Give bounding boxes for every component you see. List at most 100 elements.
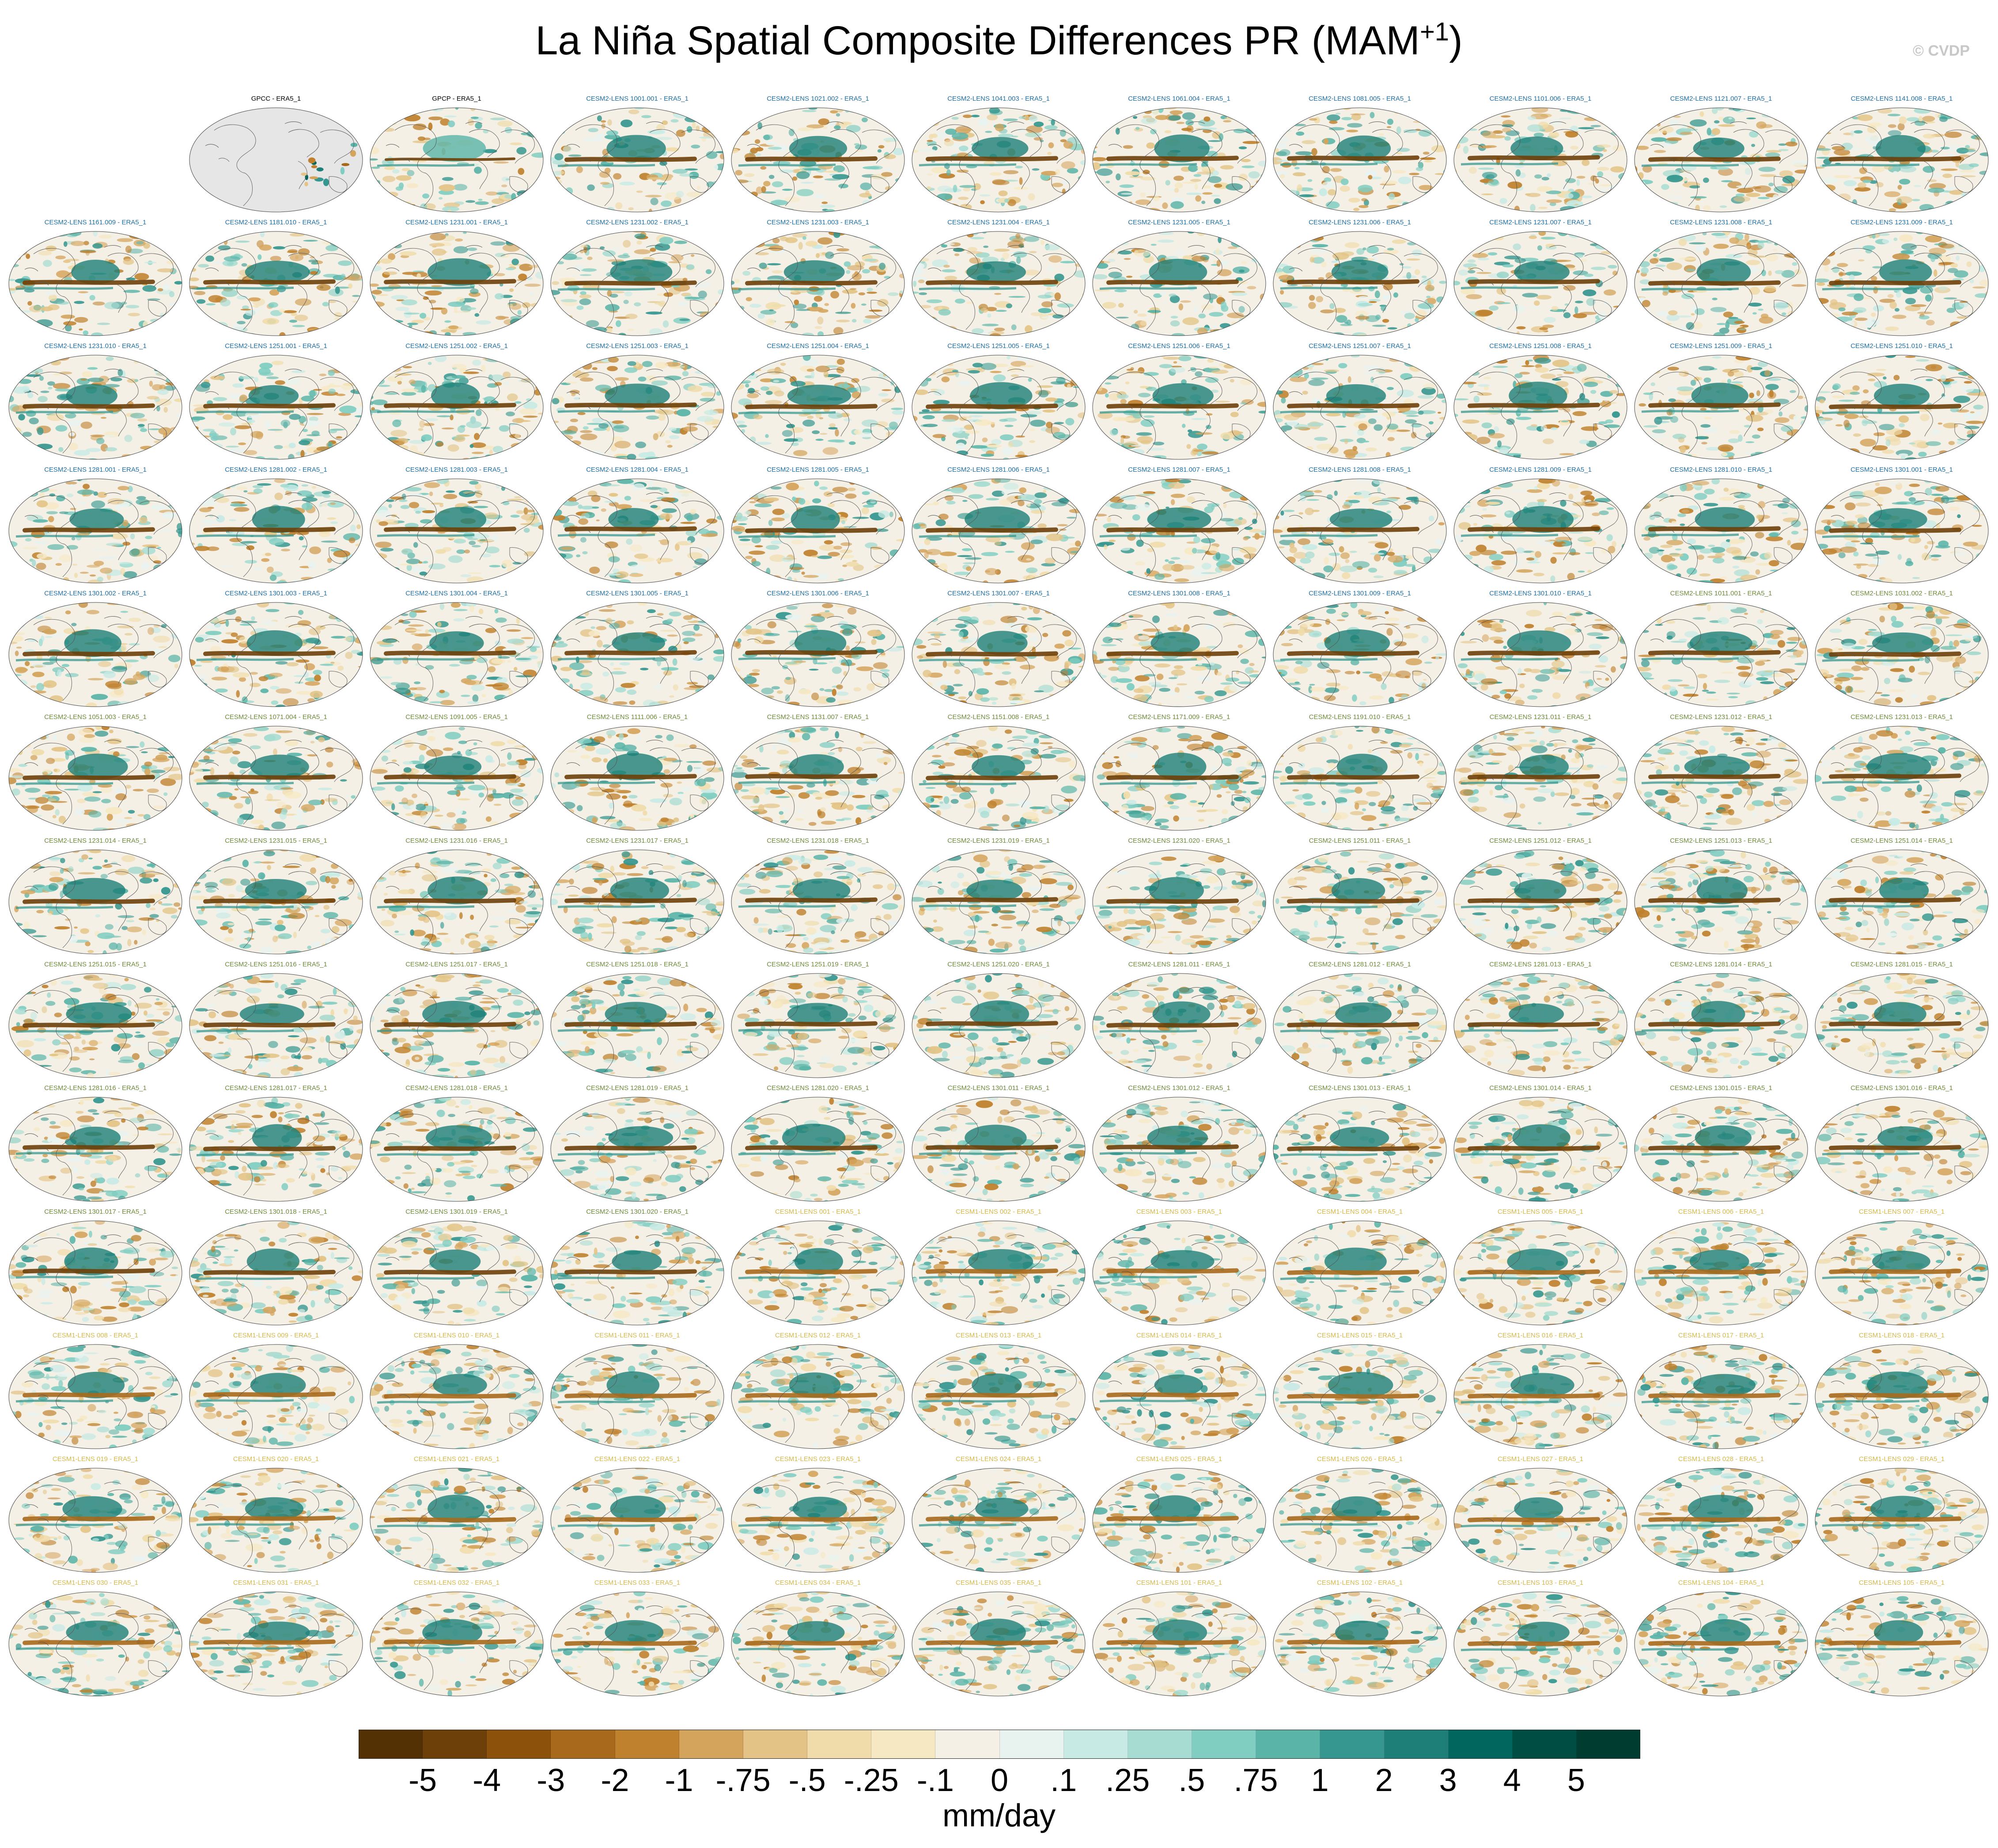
precip-anomaly-patch	[533, 235, 541, 242]
precip-anomaly-patch	[339, 405, 357, 413]
coastline	[862, 129, 896, 164]
precip-anomaly-patch	[1773, 194, 1779, 200]
precip-anomaly-patch	[1392, 170, 1406, 174]
wet-anomaly-band	[1461, 286, 1559, 289]
precip-anomaly-patch	[755, 252, 769, 255]
precip-anomaly-patch	[96, 438, 105, 444]
coastline	[681, 253, 715, 288]
precip-anomaly-patch	[1514, 258, 1526, 263]
precip-anomaly-patch	[1054, 358, 1070, 362]
precip-anomaly-patch	[1842, 311, 1858, 316]
precip-anomaly-patch	[1273, 322, 1275, 325]
precip-anomaly-patch	[1075, 355, 1085, 358]
precip-anomaly-patch	[1093, 367, 1100, 371]
precip-anomaly-patch	[1438, 412, 1442, 414]
precip-anomaly-patch	[645, 311, 662, 315]
precip-anomaly-patch	[886, 195, 896, 202]
panel-title: CESM2-LENS 1121.007 - ERA5_1	[1633, 95, 1809, 103]
precip-anomaly-patch	[915, 441, 930, 447]
precip-anomaly-patch	[1922, 133, 1936, 139]
precip-anomaly-patch	[709, 108, 720, 115]
precip-anomaly-patch	[1101, 360, 1113, 363]
precip-anomaly-patch	[68, 442, 78, 451]
precip-anomaly-patch	[1126, 276, 1133, 278]
precip-anomaly-patch	[565, 321, 576, 326]
precip-anomaly-patch	[1889, 301, 1897, 309]
map-panel: CESM2-LENS 1231.009 - ERA5_1	[1813, 218, 1990, 337]
precip-anomaly-patch	[78, 291, 88, 293]
precip-anomaly-patch	[708, 202, 719, 206]
precip-anomaly-patch	[1783, 439, 1801, 447]
precip-anomaly-patch	[1778, 199, 1782, 205]
precip-anomaly-patch	[693, 443, 711, 446]
precip-anomaly-patch	[1258, 161, 1266, 167]
precip-anomaly-patch	[79, 328, 83, 331]
precip-anomaly-patch	[1925, 294, 1932, 302]
precip-anomaly-patch	[1718, 444, 1733, 452]
precip-anomaly-patch	[242, 305, 249, 310]
dry-anomaly-band	[384, 279, 516, 284]
map-panel: CESM2-LENS 1251.005 - ERA5_1	[910, 342, 1087, 461]
precip-anomaly-patch	[1422, 243, 1433, 247]
precip-anomaly-patch	[189, 267, 193, 270]
precip-anomaly-patch	[1060, 321, 1065, 326]
precip-anomaly-patch	[92, 243, 103, 249]
panel-title: CESM2-LENS 1231.010 - ERA5_1	[7, 342, 184, 351]
precip-anomaly-patch	[1316, 296, 1323, 303]
precip-anomaly-patch	[234, 425, 251, 429]
precip-anomaly-patch	[1060, 129, 1067, 137]
precip-anomaly-patch	[1362, 247, 1366, 250]
precip-anomaly-patch	[1602, 204, 1619, 206]
precip-anomaly-patch	[9, 453, 15, 459]
precip-anomaly-patch	[1336, 315, 1347, 323]
precip-anomaly-patch	[1617, 314, 1625, 321]
precip-anomaly-patch	[470, 117, 479, 119]
precip-anomaly-patch	[598, 231, 605, 235]
precip-anomaly-patch	[1749, 131, 1759, 138]
precip-anomaly-patch	[912, 280, 917, 287]
precip-anomaly-patch	[1922, 116, 1935, 122]
precip-anomaly-patch	[208, 356, 219, 363]
precip-anomaly-patch	[422, 193, 430, 199]
precip-anomaly-patch	[1760, 355, 1768, 360]
map-figure	[731, 231, 905, 336]
precip-anomaly-patch	[35, 319, 53, 327]
precip-anomaly-patch	[1642, 116, 1659, 120]
coastline	[1327, 296, 1336, 330]
coastline	[659, 284, 669, 313]
precip-anomaly-patch	[684, 168, 698, 171]
precip-anomaly-patch	[615, 202, 623, 209]
precip-anomaly-patch	[589, 330, 598, 336]
precip-anomaly-patch	[1945, 186, 1956, 191]
precip-anomaly-patch	[898, 197, 904, 205]
precip-anomaly-patch	[551, 290, 560, 295]
precip-anomaly-patch	[407, 322, 418, 325]
precip-anomaly-patch	[1559, 453, 1574, 455]
precip-anomaly-patch	[457, 425, 465, 433]
precip-anomaly-patch	[816, 253, 820, 258]
precip-anomaly-patch	[1581, 426, 1599, 431]
precip-anomaly-patch	[392, 357, 397, 363]
precip-anomaly-patch	[814, 295, 823, 302]
precip-anomaly-patch	[504, 236, 518, 242]
precip-anomaly-patch	[766, 390, 773, 395]
panel-title: CESM2-LENS 1251.001 - ERA5_1	[188, 342, 364, 351]
precip-anomaly-patch	[1195, 371, 1203, 377]
precip-anomaly-patch	[1552, 360, 1570, 367]
precip-anomaly-patch	[370, 201, 378, 208]
precip-anomaly-patch	[1234, 231, 1240, 232]
precip-anomaly-patch	[1824, 265, 1829, 272]
precip-anomaly-patch	[375, 294, 389, 296]
precip-anomaly-patch	[27, 392, 34, 398]
coastline	[649, 253, 681, 281]
precip-anomaly-patch	[1735, 355, 1752, 361]
precip-anomaly-patch	[355, 439, 362, 443]
precip-anomaly-patch	[1785, 141, 1797, 147]
precip-anomaly-patch	[713, 164, 719, 170]
precip-anomaly-patch	[1356, 248, 1365, 255]
precip-anomaly-patch	[1060, 139, 1067, 143]
precip-anomaly-patch	[731, 122, 740, 129]
precip-anomaly-patch	[299, 440, 310, 446]
precip-anomaly-patch	[355, 260, 363, 263]
precip-anomaly-patch	[1765, 384, 1779, 390]
